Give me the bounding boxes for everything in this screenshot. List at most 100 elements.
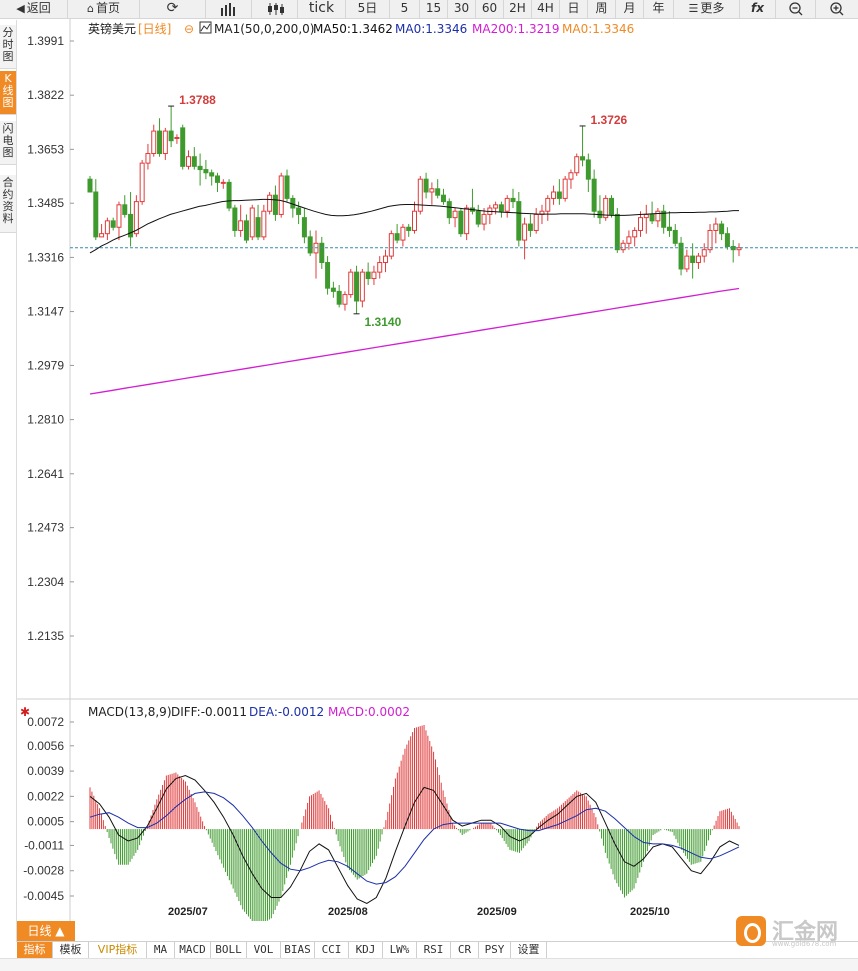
indicator-tab-vol[interactable]: VOL [247, 942, 281, 958]
period-selector-button[interactable]: 日线 ▲ [17, 921, 75, 941]
back-button[interactable]: ◀ 返回 [0, 0, 68, 19]
candle-body [203, 169, 209, 174]
candle-body [614, 213, 620, 251]
candle-body [278, 175, 284, 215]
candle-body [110, 220, 116, 228]
logo-url: www.gold678.com [772, 940, 837, 948]
indicator-tab-设置[interactable]: 设置 [511, 942, 547, 958]
indicator-tab-ma[interactable]: MA [147, 942, 175, 958]
zoom-out-button[interactable] [776, 0, 816, 19]
period-year-button[interactable]: 年 [644, 0, 674, 19]
candle-body [128, 213, 134, 238]
back-label: 返回 [26, 1, 51, 15]
ma0-value-b: MA0:1.3346 [562, 22, 634, 36]
period-week-button[interactable]: 周 [588, 0, 616, 19]
indicator-tab-模板[interactable]: 模板 [53, 942, 89, 958]
candle-body [307, 236, 313, 254]
candle-body [713, 223, 719, 231]
candle-body [504, 197, 510, 212]
period-2h-button[interactable]: 2H [504, 0, 532, 19]
candle-body [186, 156, 192, 167]
candle-body [220, 181, 226, 184]
macd-y-tick-label: -0.0028 [23, 864, 64, 878]
indicator-tab-bias[interactable]: BIAS [281, 942, 315, 958]
candle-body [533, 213, 539, 231]
period-4h-button[interactable]: 4H [532, 0, 560, 19]
tab-timeshare[interactable]: 分时图 [0, 25, 16, 69]
tick-button[interactable]: tick [298, 0, 346, 19]
macd-settings-icon[interactable]: ✱ [20, 705, 30, 719]
indicator-tab-指标[interactable]: 指标 [17, 942, 53, 958]
period-30min-button[interactable]: 30 [448, 0, 476, 19]
indicator-tab-lw-[interactable]: LW% [383, 942, 417, 958]
ma200-line [89, 287, 740, 395]
candle-body [116, 204, 122, 228]
home-button[interactable]: ⌂ 首页 [68, 0, 140, 19]
macd-lines [89, 774, 740, 904]
candle-body [481, 213, 487, 225]
candle-body [336, 290, 342, 305]
zoom-out-icon [788, 2, 802, 16]
zoom-in-button[interactable] [816, 0, 858, 19]
more-button[interactable]: ☰ 更多 [674, 0, 740, 19]
candle-body [162, 130, 168, 155]
period-60min-button[interactable]: 60 [476, 0, 504, 19]
formula-button[interactable]: fx [740, 0, 776, 19]
candle-body [446, 201, 452, 219]
candle-body [232, 207, 238, 231]
settings-dot-icon[interactable]: ⊖ [184, 22, 194, 36]
candle-type-button[interactable] [252, 0, 298, 19]
period-month-button[interactable]: 月 [616, 0, 644, 19]
tab-contract-info[interactable]: 合约资料 [0, 175, 16, 233]
tab-flash-chart[interactable]: 闪电图 [0, 121, 16, 165]
indicator-tab-cci[interactable]: CCI [315, 942, 349, 958]
refresh-button[interactable]: ⟳ [140, 0, 206, 19]
indicator-tab-psy[interactable]: PSY [479, 942, 511, 958]
candle-body [493, 204, 499, 209]
chart-canvas[interactable]: 英镑美元 [日线] ⊖ MA1(50,0,200,0) MA50:1.3462 … [17, 19, 858, 921]
candle-body [383, 255, 389, 264]
candle-body [440, 194, 446, 203]
toolbar: ◀ 返回 ⌂ 首页 ⟳ tick 5日 5 15 30 60 2H 4H 日 周 月… [0, 0, 858, 19]
indicator-tab-macd[interactable]: MACD [175, 942, 211, 958]
period-5min-button[interactable]: 5 [390, 0, 420, 19]
candle-body [510, 197, 516, 203]
chart-type-button[interactable] [206, 0, 252, 19]
ma-indicator-icon[interactable] [199, 21, 212, 34]
annotation-label: 1.3140 [365, 315, 402, 329]
candle-body [214, 175, 220, 183]
macd-hist-value: MACD:0.0002 [328, 705, 410, 719]
candle-body [585, 159, 591, 180]
candle-body [406, 226, 412, 231]
period-day-button[interactable]: 日 [560, 0, 588, 19]
annotation-label: 1.3788 [179, 93, 216, 107]
main-y-tick-label: 1.2304 [27, 575, 64, 589]
indicator-tab-vip指标[interactable]: VIP指标 [89, 942, 147, 958]
candle-body [701, 249, 707, 257]
logo-text: 汇金网 [772, 920, 839, 945]
indicator-tab-boll[interactable]: BOLL [211, 942, 247, 958]
x-axis-label: 2025/09 [477, 906, 517, 918]
candle-body [243, 220, 249, 241]
bar-chart-icon [220, 3, 235, 16]
candle-body [695, 255, 701, 264]
indicator-tab-rsi[interactable]: RSI [417, 942, 451, 958]
period-5day-button[interactable]: 5日 [346, 0, 390, 19]
macd-y-tick-label: 0.0039 [27, 764, 64, 778]
candle-body [464, 207, 470, 235]
macd-name: MACD(13,8,9) [88, 705, 172, 719]
candle-body [301, 217, 307, 238]
logo-icon [736, 916, 766, 946]
candle-body [666, 226, 672, 231]
candle-body [672, 229, 678, 244]
macd-dea-line [89, 791, 740, 885]
main-y-tick-label: 1.2641 [27, 467, 64, 481]
period-15min-button[interactable]: 15 [420, 0, 448, 19]
candlestick-icon [267, 3, 284, 15]
candle-body [684, 255, 690, 270]
candle-body [238, 220, 244, 231]
indicator-tab-cr[interactable]: CR [451, 942, 479, 958]
indicator-tab-kdj[interactable]: KDJ [349, 942, 383, 958]
candle-body [261, 210, 267, 238]
